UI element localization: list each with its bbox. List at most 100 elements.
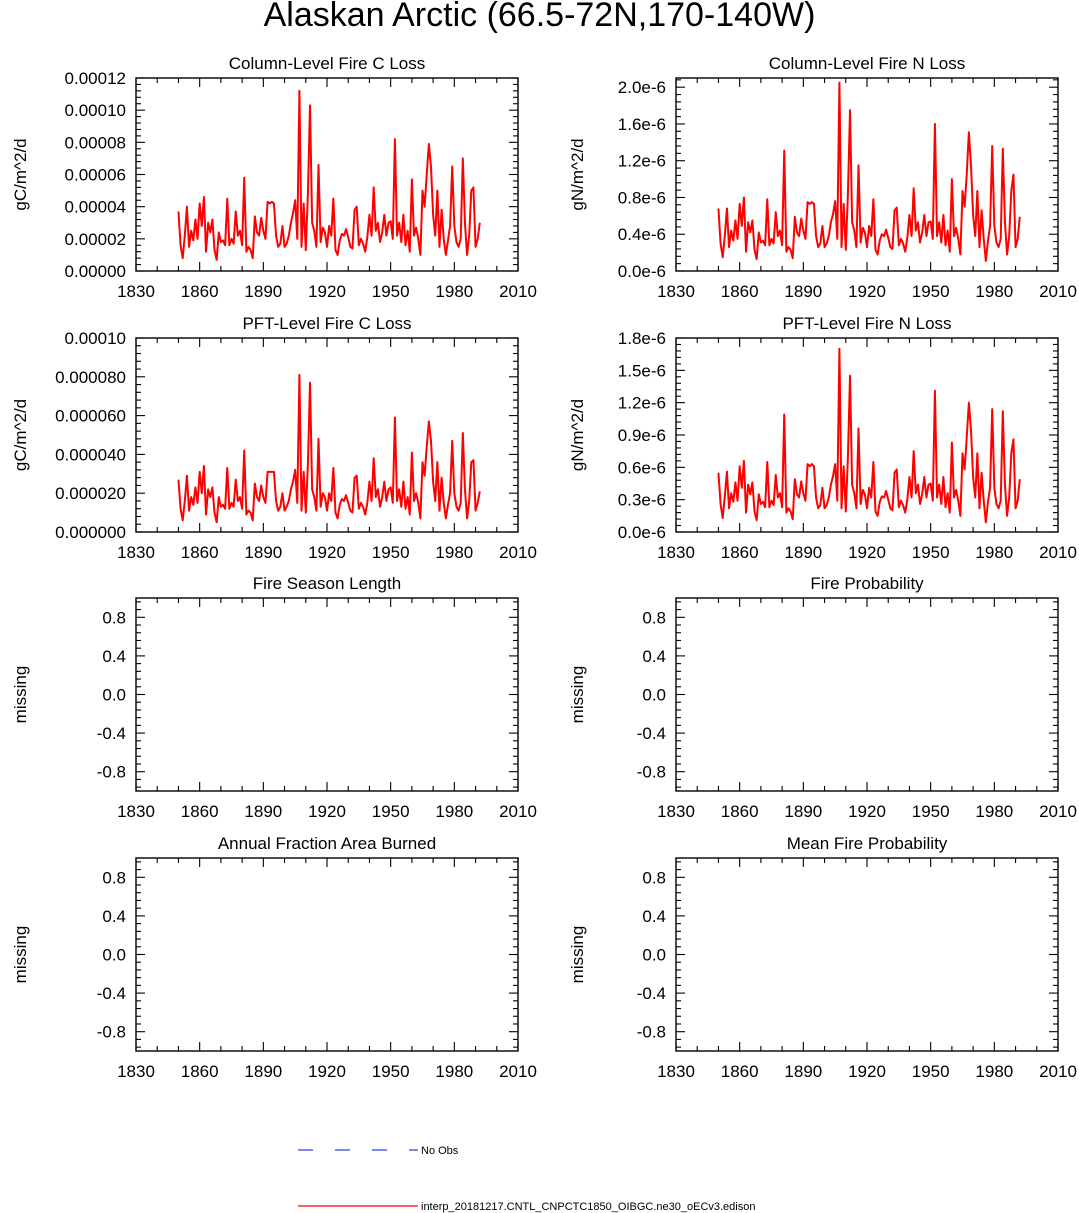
chart-3-ytick-label: 0.000020 — [55, 484, 126, 503]
chart-1-ytick-label: 0.00006 — [65, 166, 126, 185]
chart-6-xtick-label: 1950 — [912, 802, 950, 821]
chart-2-xtick-label: 1890 — [784, 282, 822, 301]
chart-5-ylabel: missing — [11, 666, 30, 724]
chart-6-xtick-label: 1860 — [721, 802, 759, 821]
chart-4-xtick-label: 1950 — [912, 543, 950, 562]
chart-1-xtick-label: 1980 — [435, 282, 473, 301]
chart-6-xtick-label: 1890 — [784, 802, 822, 821]
chart-3-ytick-label: 0.000080 — [55, 368, 126, 387]
chart-1-xtick-label: 1860 — [181, 282, 219, 301]
chart-5-xtick-label: 1860 — [181, 802, 219, 821]
chart-1-ylabel: gC/m^2/d — [11, 138, 30, 210]
chart-2-ytick-label: 1.6e-6 — [618, 115, 666, 134]
chart-8-plot-frame — [675, 857, 1059, 1052]
chart-1-ytick-label: 0.00008 — [65, 133, 126, 152]
chart-4-xtick-label: 1860 — [721, 543, 759, 562]
chart-7-xtick-label: 1950 — [372, 1062, 410, 1081]
chart-3-ytick-label: 0.00010 — [65, 329, 126, 348]
figure-title: Alaskan Arctic (66.5-72N,170-140W) — [263, 0, 816, 34]
chart-4-series-line — [717, 347, 1021, 524]
chart-7-ytick-label: -0.8 — [97, 1023, 126, 1042]
chart-7-xtick-label: 1860 — [181, 1062, 219, 1081]
chart-6-ytick-label: 0.0 — [642, 686, 666, 705]
chart-5-ytick-label: 0.4 — [102, 647, 126, 666]
chart-7-xtick-label: 1980 — [435, 1062, 473, 1081]
chart-3-ylabel: gC/m^2/d — [11, 399, 30, 471]
chart-6-xtick-label: 1920 — [848, 802, 886, 821]
chart-4-title: PFT-Level Fire N Loss — [782, 314, 951, 333]
chart-1-ytick-label: 0.00004 — [65, 198, 126, 217]
chart-2-xtick-label: 2010 — [1039, 282, 1077, 301]
chart-1-xtick-label: 1920 — [308, 282, 346, 301]
chart-4-xtick-label: 2010 — [1039, 543, 1077, 562]
chart-5-ytick-label: -0.8 — [97, 763, 126, 782]
chart-2-series-line — [717, 81, 1021, 262]
chart-8-xtick-label: 1950 — [912, 1062, 950, 1081]
chart-7-xtick-label: 1890 — [244, 1062, 282, 1081]
chart-6-plot-frame — [675, 597, 1059, 792]
chart-3-xtick-label: 1950 — [372, 543, 410, 562]
chart-1-xtick-label: 2010 — [499, 282, 537, 301]
chart-1-xtick-label: 1830 — [117, 282, 155, 301]
chart-2-title: Column-Level Fire N Loss — [769, 54, 966, 73]
chart-6-title: Fire Probability — [810, 574, 924, 593]
chart-2-ytick-label: 0.4e-6 — [618, 225, 666, 244]
chart-4-ylabel: gN/m^2/d — [568, 399, 587, 471]
chart-2-ytick-label: 1.2e-6 — [618, 152, 666, 171]
chart-4-ytick-label: 0.9e-6 — [618, 426, 666, 445]
chart-1-ytick-label: 0.00002 — [65, 230, 126, 249]
chart-7-xtick-label: 1920 — [308, 1062, 346, 1081]
chart-7-xtick-label: 2010 — [499, 1062, 537, 1081]
chart-7-plot-frame — [135, 857, 519, 1052]
chart-6-ytick-label: 0.8 — [642, 608, 666, 627]
chart-7-ytick-label: 0.0 — [102, 946, 126, 965]
chart-5-xtick-label: 1920 — [308, 802, 346, 821]
chart-8-ytick-label: -0.8 — [637, 1023, 666, 1042]
chart-5-ytick-label: 0.0 — [102, 686, 126, 705]
chart-8-ytick-label: 0.4 — [642, 907, 666, 926]
chart-3-xtick-label: 1830 — [117, 543, 155, 562]
chart-2-xtick-label: 1860 — [721, 282, 759, 301]
chart-5-xtick-label: 1950 — [372, 802, 410, 821]
chart-1-xtick-label: 1890 — [244, 282, 282, 301]
chart-1-title: Column-Level Fire C Loss — [229, 54, 426, 73]
chart-3-xtick-label: 1980 — [435, 543, 473, 562]
chart-5-xtick-label: 1980 — [435, 802, 473, 821]
chart-1-xtick-label: 1950 — [372, 282, 410, 301]
chart-7-title: Annual Fraction Area Burned — [218, 834, 436, 853]
chart-6-ytick-label: -0.4 — [637, 724, 666, 743]
chart-5-xtick-label: 2010 — [499, 802, 537, 821]
chart-4-ytick-label: 1.8e-6 — [618, 329, 666, 348]
chart-8-title: Mean Fire Probability — [787, 834, 948, 853]
chart-6-ylabel: missing — [568, 666, 587, 724]
chart-4-ytick-label: 0.6e-6 — [618, 458, 666, 477]
chart-2-xtick-label: 1950 — [912, 282, 950, 301]
chart-8-ylabel: missing — [568, 926, 587, 984]
chart-6-ytick-label: 0.4 — [642, 647, 666, 666]
chart-3-ytick-label: 0.000000 — [55, 523, 126, 542]
chart-6-xtick-label: 2010 — [1039, 802, 1077, 821]
chart-1-ytick-label: 0.00012 — [65, 69, 126, 88]
chart-5-title: Fire Season Length — [253, 574, 401, 593]
chart-1-ytick-label: 0.00000 — [65, 262, 126, 281]
chart-2-ytick-label: 0.8e-6 — [618, 188, 666, 207]
chart-5-ytick-label: 0.8 — [102, 608, 126, 627]
chart-7-ytick-label: 0.8 — [102, 868, 126, 887]
chart-3-xtick-label: 2010 — [499, 543, 537, 562]
chart-7-ylabel: missing — [11, 926, 30, 984]
chart-6-xtick-label: 1980 — [975, 802, 1013, 821]
chart-8-xtick-label: 1980 — [975, 1062, 1013, 1081]
chart-8-xtick-label: 2010 — [1039, 1062, 1077, 1081]
chart-8-xtick-label: 1860 — [721, 1062, 759, 1081]
chart-3-ytick-label: 0.000060 — [55, 407, 126, 426]
chart-4-ytick-label: 1.5e-6 — [618, 361, 666, 380]
chart-2-ylabel: gN/m^2/d — [568, 138, 587, 210]
chart-3-xtick-label: 1920 — [308, 543, 346, 562]
chart-3-xtick-label: 1860 — [181, 543, 219, 562]
chart-1-series-line — [177, 89, 481, 261]
chart-5-xtick-label: 1890 — [244, 802, 282, 821]
chart-2-xtick-label: 1920 — [848, 282, 886, 301]
chart-8-xtick-label: 1890 — [784, 1062, 822, 1081]
chart-4-xtick-label: 1980 — [975, 543, 1013, 562]
